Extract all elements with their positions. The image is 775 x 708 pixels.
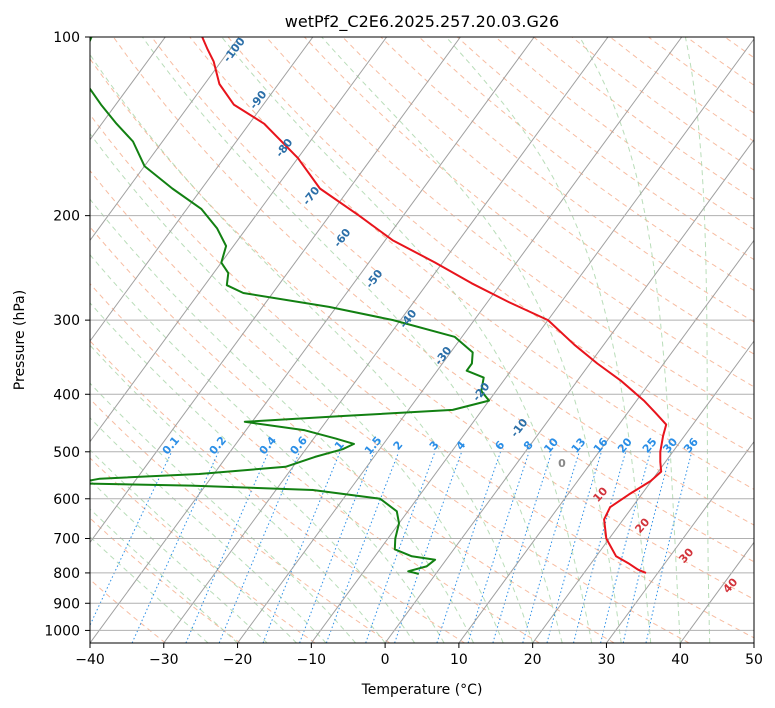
moist-adiabat: [90, 417, 327, 643]
y-tick-label: 700: [53, 532, 80, 548]
y-tick-label: 1000: [44, 623, 80, 639]
mixing-ratio-line: [600, 451, 651, 643]
moist-adiabat: [90, 479, 268, 643]
y-tick-label: 800: [53, 566, 80, 582]
mixing-ratio-line: [185, 451, 270, 643]
moist-adiabat: [90, 198, 475, 643]
y-tick-label: 600: [53, 492, 80, 508]
mixing-ratio-line: [436, 451, 502, 643]
y-tick-label: 100: [53, 30, 80, 46]
isotherm: [310, 38, 754, 643]
profile-series: [90, 37, 668, 575]
x-tick-label: −30: [149, 652, 179, 668]
x-axis-ticks: −40 −30 −20 −10 0 10 20 30 40 50: [75, 643, 763, 668]
dry-adiabat: [265, 37, 754, 421]
dry-adiabat: [304, 37, 754, 388]
x-tick-label: −40: [75, 652, 105, 668]
mixing-ratio-line: [218, 451, 300, 643]
mixing-ratio-line: [522, 451, 580, 643]
chart-title: wetPf2_C2E6.2025.257.20.03.G26: [285, 12, 559, 32]
moist-adiabat: [579, 37, 681, 643]
y-tick-label: 900: [53, 596, 80, 612]
moist-adiabat: [90, 449, 297, 643]
plot-frame: [89, 36, 755, 644]
moist-adiabat: [141, 37, 563, 643]
isotherm: [384, 138, 754, 643]
x-tick-label: 10: [450, 652, 468, 668]
temperature-line: [201, 37, 668, 574]
dry-adiabat: [90, 578, 166, 643]
dry-adiabat: [151, 37, 754, 526]
dry-adiabats: [90, 37, 754, 643]
isotherm: [163, 37, 609, 643]
moist-adiabat: [90, 382, 356, 643]
mixing-ratio-line: [299, 451, 375, 643]
y-tick-label: 400: [53, 387, 80, 403]
x-tick-label: −20: [223, 652, 253, 668]
mixing-ratio-line: [467, 451, 530, 643]
dry-adiabat: [189, 37, 754, 490]
dry-adiabat: [90, 169, 690, 643]
mixing-ratio-line: [262, 451, 341, 643]
x-tick-label: 20: [524, 652, 542, 668]
mixing-ratio-line: [546, 451, 602, 643]
x-tick-label: 40: [671, 652, 689, 668]
moist-adiabat: [90, 536, 209, 643]
dry-adiabat: [112, 37, 754, 563]
skewed-isotherms: [90, 37, 754, 643]
y-axis-ticks: 100 200 300 400 500 600 700 800 900 1000: [44, 30, 90, 639]
y-axis-label: Pressure (hPa): [12, 290, 28, 390]
isotherm: [90, 37, 388, 443]
x-tick-label: 0: [381, 652, 390, 668]
moist-adiabats: [90, 37, 711, 643]
zero-isotherm-label: 0: [558, 457, 566, 470]
dry-adiabat: [90, 398, 391, 643]
x-tick-label: 30: [598, 652, 616, 668]
dewpoint-line: [90, 37, 490, 575]
dry-adiabat: [90, 226, 615, 643]
dry-adiabat: [380, 37, 754, 323]
mixing-ratio-line: [365, 451, 436, 643]
dry-adiabat: [90, 57, 754, 600]
isotherm: [532, 340, 754, 643]
x-tick-label: −10: [297, 652, 327, 668]
mixing-ratio-line: [492, 451, 553, 643]
mixing-ratio-line: [622, 451, 672, 643]
moist-adiabat: [321, 37, 622, 643]
isotherm: [90, 37, 166, 141]
y-tick-label: 200: [53, 209, 80, 225]
y-tick-label: 500: [53, 445, 80, 461]
isotherm: [90, 37, 535, 643]
x-tick-label: 50: [745, 652, 763, 668]
isobars: [90, 37, 754, 631]
moist-adiabat: [90, 508, 238, 643]
moist-adiabat: [684, 37, 711, 643]
moist-adiabat: [90, 344, 386, 643]
isotherm: [458, 239, 754, 643]
isotherm: [606, 440, 754, 643]
moist-adiabat: [90, 254, 445, 643]
mixing-ratio-line: [573, 451, 627, 643]
moist-adiabat: [90, 53, 534, 643]
isotherm: [90, 37, 240, 242]
moist-adiabat: [445, 37, 652, 643]
moist-adiabat: [90, 132, 504, 643]
y-tick-label: 300: [53, 313, 80, 329]
x-axis-label: Temperature (°C): [361, 682, 483, 698]
isotherm: [90, 37, 314, 342]
mixing-ratio-line: [325, 451, 400, 643]
